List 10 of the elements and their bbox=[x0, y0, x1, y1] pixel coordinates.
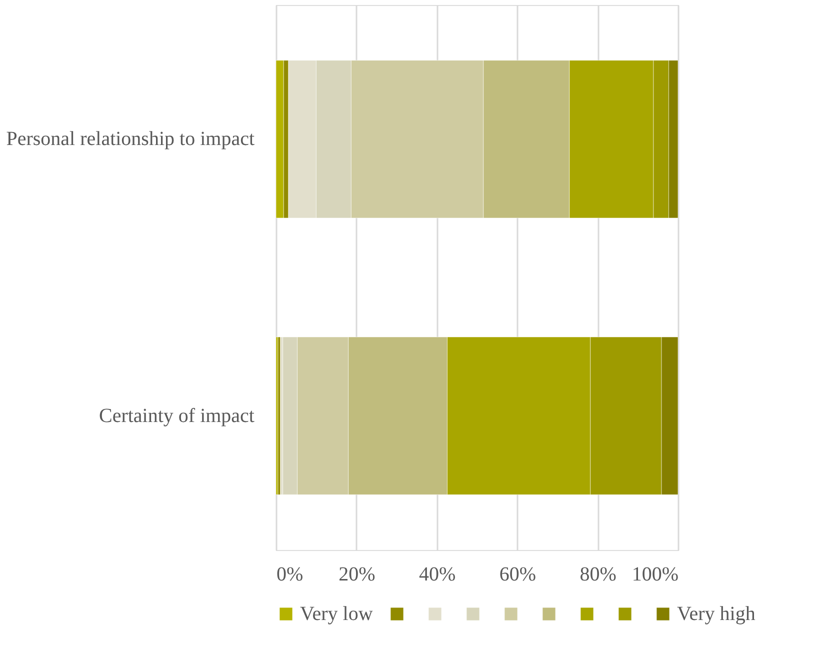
x-tick-label: 0% bbox=[276, 564, 304, 586]
legend-label: Very high bbox=[677, 603, 756, 625]
y-tick-label: Personal relationship to impact bbox=[6, 128, 255, 150]
x-tick-label: 100% bbox=[632, 564, 678, 586]
x-tick-label: 40% bbox=[418, 564, 456, 586]
legend-label: Very low bbox=[300, 603, 374, 625]
y-tick-label: Certainty of impact bbox=[98, 404, 255, 427]
x-tick-label: 20% bbox=[338, 564, 376, 586]
x-tick-label: 60% bbox=[499, 564, 536, 586]
x-tick-label: 80% bbox=[580, 564, 616, 586]
